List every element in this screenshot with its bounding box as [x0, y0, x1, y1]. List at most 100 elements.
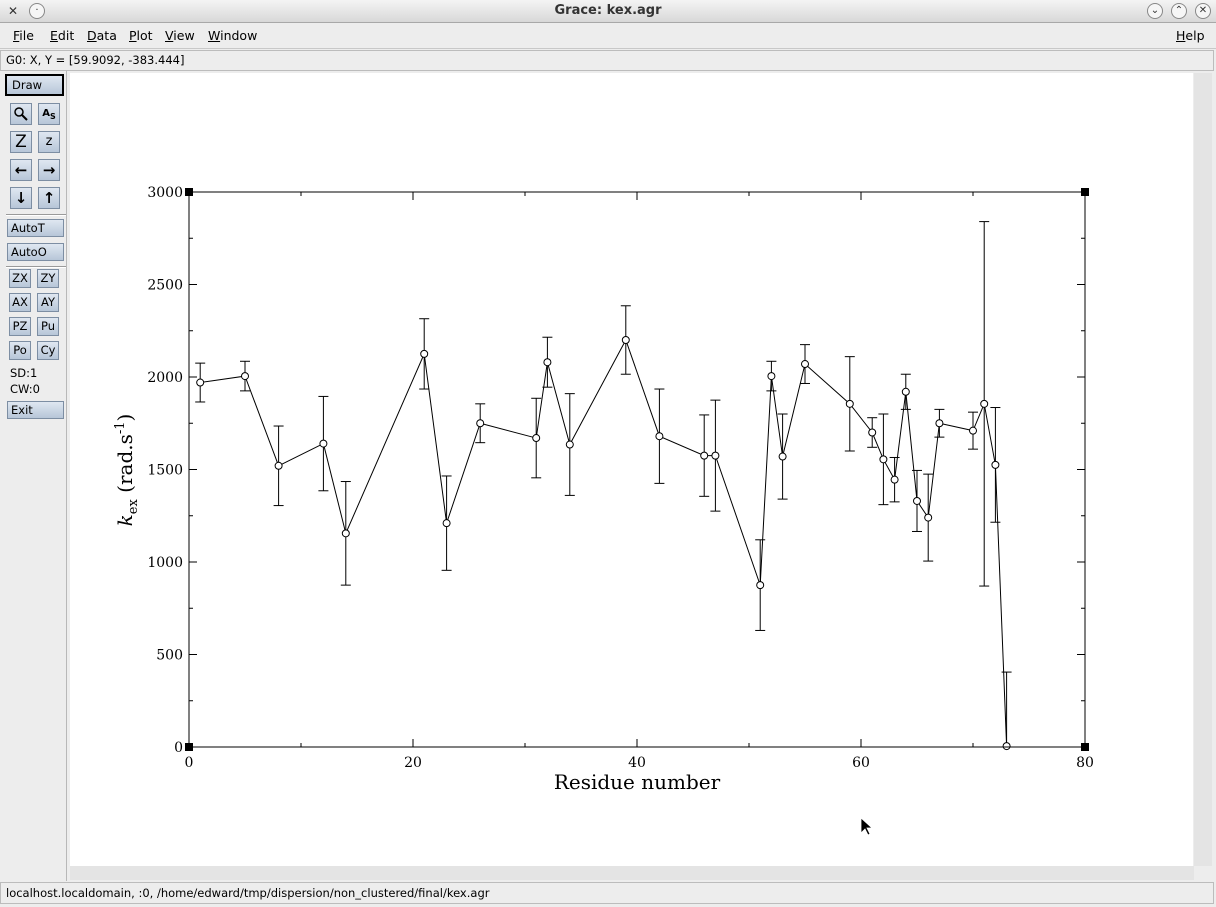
menu-help[interactable]: Help — [1176, 28, 1205, 43]
data-point — [543, 358, 552, 367]
window-title: Grace: kex.agr — [554, 3, 662, 18]
close-button[interactable]: ✕ — [1195, 3, 1211, 19]
x-axis-title: Residue number — [554, 770, 721, 794]
data-point — [756, 581, 765, 590]
menubar: File Edit Data Plot View Window Help — [0, 23, 1216, 49]
horizontal-scrollbar[interactable] — [70, 866, 1194, 880]
mouse-cursor-icon — [860, 817, 874, 836]
data-point — [767, 372, 776, 381]
data-point — [845, 399, 854, 408]
current-world-label: CW:0 — [10, 382, 40, 396]
data-point — [980, 399, 989, 408]
x-tick-label: 60 — [852, 755, 870, 771]
data-point — [241, 372, 249, 381]
autoo-button[interactable]: AutoO — [7, 243, 64, 261]
zoom-out-z-icon[interactable]: z — [38, 131, 60, 153]
toolbar-divider — [6, 214, 66, 216]
data-point — [991, 460, 1000, 469]
data-point — [924, 513, 933, 522]
menu-data[interactable]: Data — [87, 28, 117, 43]
data-point — [341, 529, 350, 538]
zy-button[interactable]: ZY — [37, 269, 59, 288]
y-tick-label: 1000 — [147, 555, 183, 571]
data-point — [901, 387, 910, 396]
data-point — [969, 426, 977, 435]
menu-edit[interactable]: Edit — [50, 28, 75, 43]
toolbar-divider — [6, 266, 66, 268]
ax-button[interactable]: AX — [9, 293, 31, 312]
x-tick-label: 80 — [1076, 755, 1094, 771]
set-count-label: SD:1 — [10, 366, 38, 380]
data-point — [700, 451, 709, 460]
menu-plot[interactable]: Plot — [129, 28, 153, 43]
data-point — [319, 439, 328, 448]
minimize-button[interactable]: ⌄ — [1147, 3, 1163, 19]
data-point — [711, 451, 720, 460]
data-point — [890, 475, 899, 484]
graph-corner-handle — [1081, 743, 1089, 751]
draw-button[interactable]: Draw — [5, 74, 64, 96]
data-point — [420, 349, 429, 358]
y-tick-label: 0 — [174, 740, 183, 756]
series-line — [200, 338, 1008, 747]
maximize-button[interactable]: ⌃ — [1171, 3, 1187, 19]
x-tick-label: 40 — [628, 755, 646, 771]
arrow-left-icon[interactable]: ← — [10, 159, 32, 181]
data-point — [913, 496, 921, 505]
data-point — [778, 452, 787, 461]
app-icon[interactable]: ✕ — [7, 4, 19, 18]
plot-canvas[interactable]: 0 20 40 60 80 0 500 1000 1500 2000 2500 3000 Resid… — [70, 73, 1193, 866]
autot-button[interactable]: AutoT — [7, 219, 64, 237]
y-tick-label: 3000 — [147, 185, 183, 201]
data-point — [1002, 742, 1011, 751]
window-menu-button[interactable]: · — [29, 3, 45, 19]
data-point — [565, 440, 574, 449]
zx-button[interactable]: ZX — [9, 269, 31, 288]
y-tick-label: 2000 — [147, 370, 183, 386]
data-point — [532, 434, 541, 443]
data-point — [274, 461, 283, 470]
menu-view[interactable]: View — [165, 28, 195, 43]
plot-frame — [188, 191, 1086, 748]
data-point — [801, 360, 809, 369]
zoom-in-z-icon[interactable]: Z — [10, 131, 32, 153]
ay-button[interactable]: AY — [37, 293, 59, 312]
menu-window[interactable]: Window — [208, 28, 258, 43]
cy-button[interactable]: Cy — [37, 341, 59, 360]
y-tick-label: 1500 — [147, 463, 183, 479]
y-tick-label: 500 — [156, 648, 183, 664]
autoscale-text-icon[interactable]: AS — [38, 103, 60, 125]
data-point — [621, 336, 630, 344]
status-bar: localhost.localdomain, :0, /home/edward/… — [0, 882, 1214, 904]
po-button[interactable]: Po — [9, 341, 31, 360]
zoom-icon[interactable] — [10, 103, 32, 125]
data-point — [655, 432, 664, 441]
pz-button[interactable]: PZ — [9, 317, 31, 336]
kex-chart: 0 20 40 60 80 0 500 1000 1500 2000 2500 3000 Resid… — [113, 185, 1094, 836]
vertical-scrollbar[interactable] — [1194, 73, 1212, 866]
x-tick-label: 0 — [185, 755, 194, 771]
arrow-down-icon[interactable]: ↓ — [10, 187, 32, 209]
coordinate-readout-bar: G0: X, Y = [59.9092, -383.444] — [0, 50, 1214, 71]
x-tick-label: 20 — [404, 755, 422, 771]
data-point — [476, 419, 485, 428]
arrow-up-icon[interactable]: ↑ — [38, 187, 60, 209]
y-tick-label: 2500 — [147, 278, 183, 294]
data-point — [196, 378, 205, 387]
data-point — [442, 519, 451, 528]
graph-corner-handle — [1081, 188, 1089, 196]
graph-corner-handle — [185, 743, 193, 751]
status-text: localhost.localdomain, :0, /home/edward/… — [6, 886, 490, 900]
left-toolbar: Draw AS Z z ← → ↓ ↑ AutoT AutoO ZX ZY AX… — [2, 71, 67, 881]
graph-corner-handle — [185, 188, 193, 196]
window-titlebar: ✕ · Grace: kex.agr ⌄ ⌃ ✕ — [0, 0, 1216, 23]
data-point — [935, 419, 944, 428]
exit-button[interactable]: Exit — [7, 401, 64, 419]
pu-button[interactable]: Pu — [37, 317, 59, 336]
menu-file[interactable]: File — [13, 28, 34, 43]
data-point — [868, 428, 877, 437]
y-axis-title: kex (rad.s-1) — [113, 414, 141, 527]
coordinate-readout: G0: X, Y = [59.9092, -383.444] — [6, 53, 185, 67]
arrow-right-icon[interactable]: → — [38, 159, 60, 181]
data-point — [879, 455, 888, 464]
